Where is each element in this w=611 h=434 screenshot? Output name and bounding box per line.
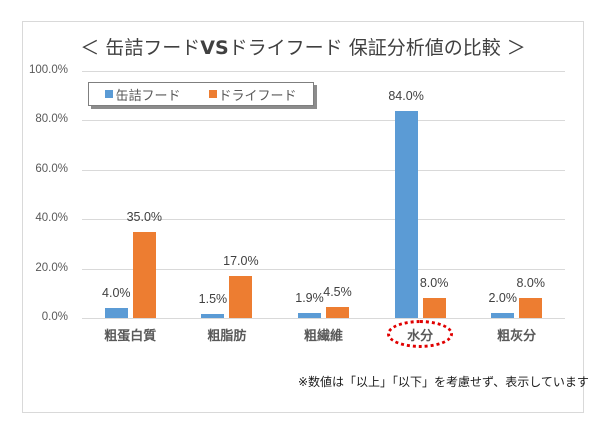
- y-tick-label: 20.0%: [35, 261, 68, 274]
- data-label: 4.0%: [102, 286, 131, 301]
- data-label: 8.0%: [516, 276, 545, 291]
- data-label: 17.0%: [223, 254, 259, 268]
- gridline: [82, 318, 565, 319]
- data-label: 4.5%: [323, 284, 352, 299]
- bar-dry-3: [326, 306, 349, 318]
- y-tick-label: 40.0%: [35, 212, 68, 225]
- gridline: [82, 169, 565, 171]
- y-tick-label: 100.0%: [28, 64, 68, 76]
- bar-dry-4: [422, 298, 446, 318]
- data-label: 1.9%: [295, 291, 324, 306]
- bar-dry-1: [132, 231, 156, 318]
- gridline: [82, 120, 565, 122]
- data-label: 2.0%: [488, 291, 517, 306]
- bar-canned-1: [104, 308, 128, 318]
- bar-canned-4: [394, 110, 418, 318]
- y-tick-label: 0.0%: [41, 311, 68, 323]
- x-category-label: 粗灰分: [497, 329, 537, 344]
- title-left: ＜ 缶詰フード: [80, 37, 201, 59]
- legend-item-dry: ドライフード: [208, 85, 297, 104]
- data-label: 84.0%: [388, 88, 424, 103]
- title-vs: VS: [200, 37, 229, 59]
- data-label: 8.0%: [419, 276, 449, 291]
- bar-dry-5: [519, 298, 543, 318]
- footnote: ※数値は「以上」「以下」を考慮せず、表示しています: [298, 375, 589, 389]
- gridline: [82, 268, 565, 270]
- bar-canned-2: [201, 314, 225, 318]
- legend: 缶詰フード ドライフード: [88, 82, 314, 106]
- bar-dry-2: [229, 276, 253, 318]
- bar-canned-5: [491, 313, 515, 318]
- data-label: 35.0%: [126, 209, 163, 224]
- x-category-label: 粗蛋白質: [104, 329, 157, 344]
- legend-swatch-orange-icon: [208, 90, 217, 98]
- title-right: ドライフード 保証分析値の比較 ＞: [228, 37, 526, 59]
- legend-label: 缶詰フード: [115, 88, 181, 104]
- y-tick-label: 80.0%: [35, 113, 68, 126]
- chart-title: ＜ 缶詰フードVSドライフード 保証分析値の比較 ＞: [22, 33, 584, 60]
- legend-item-canned: 缶詰フード: [105, 85, 181, 104]
- legend-swatch-blue-icon: [105, 90, 114, 98]
- x-category-label: 粗脂肪: [207, 329, 247, 344]
- data-label: 1.5%: [198, 292, 228, 307]
- bar-canned-3: [298, 313, 321, 318]
- gridline: [82, 71, 565, 72]
- legend-label: ドライフード: [218, 88, 297, 104]
- highlight-ellipse: [387, 320, 453, 348]
- x-category-label: 粗繊維: [303, 329, 343, 344]
- gridline: [82, 219, 565, 221]
- y-tick-label: 60.0%: [35, 162, 68, 175]
- chart-frame: [22, 21, 584, 413]
